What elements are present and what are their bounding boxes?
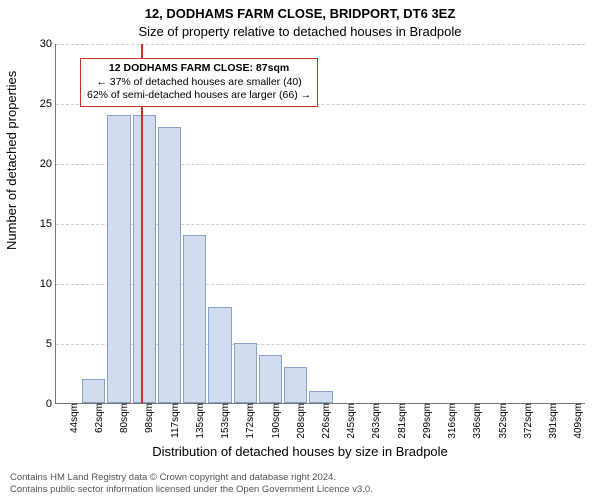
y-tick-label: 5 — [46, 338, 56, 350]
y-axis-label: Number of detached properties — [4, 71, 19, 250]
x-tick-label: 281sqm — [397, 403, 408, 439]
annotation-box: 12 DODHAMS FARM CLOSE: 87sqm ← 37% of de… — [80, 58, 318, 107]
gridline — [56, 44, 585, 45]
x-tick-label: 80sqm — [119, 403, 130, 433]
x-tick-label: 391sqm — [548, 403, 559, 439]
x-tick-label: 172sqm — [245, 403, 256, 439]
x-tick-label: 316sqm — [447, 403, 458, 439]
license-line-2: Contains public sector information licen… — [10, 484, 590, 496]
x-tick-label: 372sqm — [523, 403, 534, 439]
histogram-bar — [259, 355, 282, 403]
chart-title: 12, DODHAMS FARM CLOSE, BRIDPORT, DT6 3E… — [0, 6, 600, 21]
y-tick-label: 0 — [46, 398, 56, 410]
histogram-bar — [208, 307, 231, 403]
x-tick-label: 226sqm — [321, 403, 332, 439]
chart-container: 12, DODHAMS FARM CLOSE, BRIDPORT, DT6 3E… — [0, 0, 600, 500]
x-tick-label: 409sqm — [573, 403, 584, 439]
annotation-line-3: 62% of semi-detached houses are larger (… — [87, 89, 311, 103]
histogram-bar — [234, 343, 257, 403]
y-tick-label: 20 — [40, 158, 56, 170]
x-tick-label: 62sqm — [94, 403, 105, 433]
x-tick-label: 44sqm — [69, 403, 80, 433]
x-tick-label: 263sqm — [371, 403, 382, 439]
y-tick-label: 10 — [40, 278, 56, 290]
x-tick-label: 299sqm — [422, 403, 433, 439]
x-axis-label: Distribution of detached houses by size … — [0, 444, 600, 459]
y-tick-label: 15 — [40, 218, 56, 230]
annotation-line-1: 12 DODHAMS FARM CLOSE: 87sqm — [87, 62, 311, 76]
histogram-bar — [309, 391, 332, 403]
histogram-bar — [183, 235, 206, 403]
histogram-bar — [284, 367, 307, 403]
x-tick-label: 135sqm — [195, 403, 206, 439]
license-text: Contains HM Land Registry data © Crown c… — [10, 472, 590, 496]
x-tick-label: 190sqm — [271, 403, 282, 439]
histogram-bar — [133, 115, 156, 403]
histogram-bar — [158, 127, 181, 403]
x-tick-label: 336sqm — [472, 403, 483, 439]
y-tick-label: 30 — [40, 38, 56, 50]
x-tick-label: 352sqm — [498, 403, 509, 439]
x-tick-label: 208sqm — [296, 403, 307, 439]
x-tick-label: 153sqm — [220, 403, 231, 439]
histogram-bar — [107, 115, 130, 403]
license-line-1: Contains HM Land Registry data © Crown c… — [10, 472, 590, 484]
x-tick-label: 245sqm — [346, 403, 357, 439]
histogram-bar — [82, 379, 105, 403]
chart-subtitle: Size of property relative to detached ho… — [0, 24, 600, 39]
annotation-line-2: ← 37% of detached houses are smaller (40… — [87, 76, 311, 90]
y-tick-label: 25 — [40, 98, 56, 110]
x-tick-label: 117sqm — [170, 403, 181, 438]
x-tick-label: 98sqm — [144, 403, 155, 433]
